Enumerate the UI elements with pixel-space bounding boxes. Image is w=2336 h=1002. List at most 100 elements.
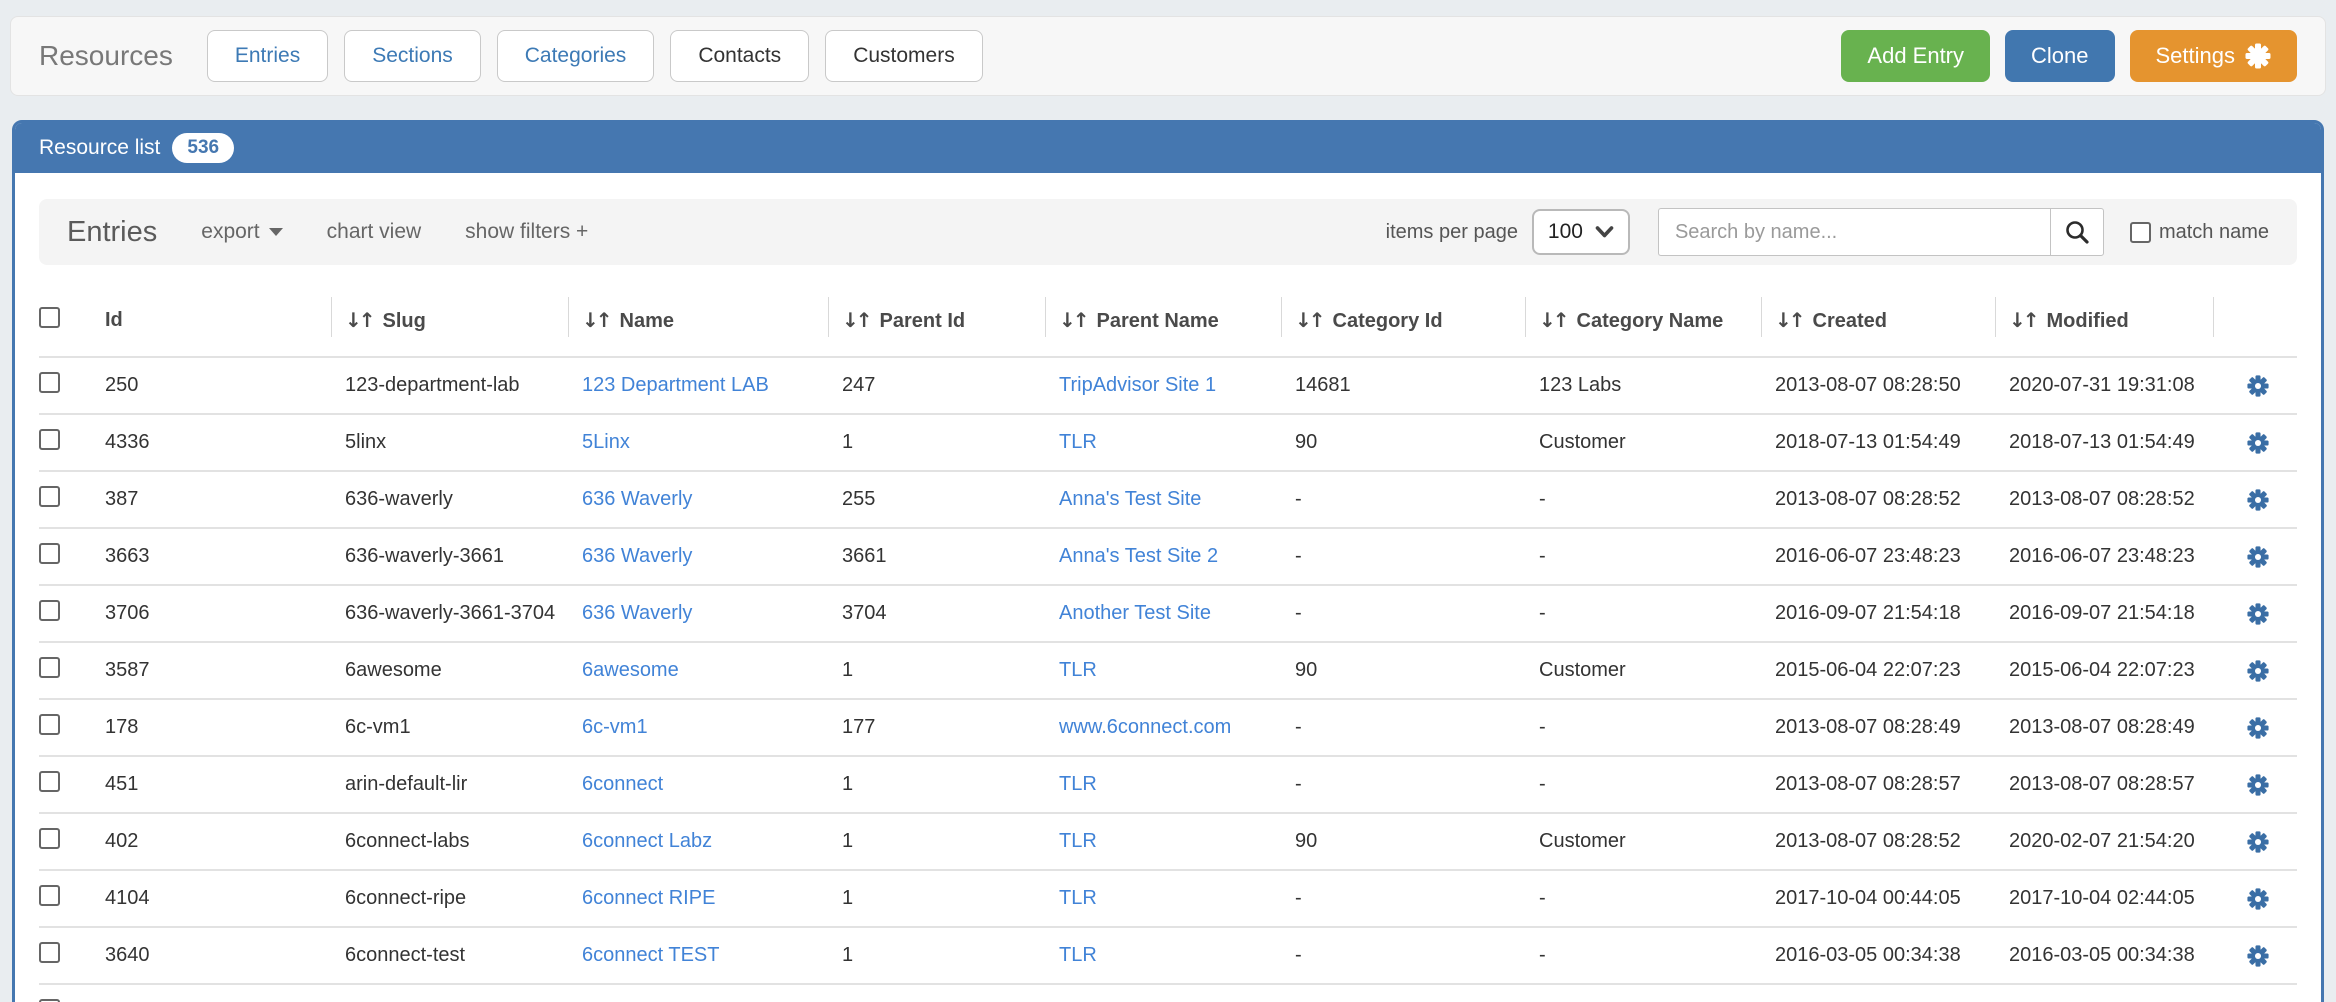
items-per-page-select[interactable]: 100 bbox=[1531, 209, 1630, 255]
cell-id: 4336 bbox=[105, 413, 345, 471]
cell-name: 5Linx bbox=[582, 413, 842, 471]
cell-parent-name: TLR bbox=[1059, 641, 1295, 699]
cell-parent-name: TLR bbox=[1059, 812, 1295, 870]
cell-name: 636 Waverly bbox=[582, 527, 842, 585]
clone-button[interactable]: Clone bbox=[2005, 30, 2115, 82]
table-row: 178 6c-vm1 6c-vm1 177 www.6connect.com - -2013… bbox=[39, 698, 2297, 756]
name-link[interactable]: 636 Waverly bbox=[582, 602, 693, 624]
row-checkbox[interactable] bbox=[39, 543, 60, 564]
column-header-parent-name[interactable]: ↓↑ Parent Name bbox=[1045, 289, 1295, 357]
row-checkbox[interactable] bbox=[39, 999, 60, 1002]
tab-contacts[interactable]: Contacts bbox=[670, 30, 810, 82]
row-checkbox[interactable] bbox=[39, 600, 60, 621]
tab-categories[interactable]: Categories bbox=[496, 30, 655, 82]
chart-view-button[interactable]: chart view bbox=[326, 220, 422, 243]
search-button[interactable] bbox=[2049, 208, 2104, 256]
row-settings-gear-button[interactable] bbox=[2247, 774, 2269, 796]
row-settings-gear-button[interactable] bbox=[2247, 489, 2269, 511]
cell-id: 3706 bbox=[105, 584, 345, 642]
add-entry-button[interactable]: Add Entry bbox=[1841, 30, 1991, 82]
parent-name-link[interactable]: TLR bbox=[1059, 659, 1097, 681]
row-settings-gear-button[interactable] bbox=[2247, 432, 2269, 454]
column-header-category-name[interactable]: ↓↑ Category Name bbox=[1525, 289, 1775, 357]
column-header-name[interactable]: ↓↑ Name bbox=[568, 289, 842, 357]
row-settings-gear-button[interactable] bbox=[2247, 375, 2269, 397]
name-link[interactable]: 6connect RIPE bbox=[582, 887, 716, 909]
name-link[interactable]: 6awesome bbox=[582, 659, 679, 681]
name-link[interactable]: 636 Waverly bbox=[582, 488, 693, 510]
cell-category-id: - bbox=[1295, 755, 1539, 813]
cell-name: 636 Waverly bbox=[582, 584, 842, 642]
cell-created: 2013-08-07 08:28:50 bbox=[1775, 356, 2009, 414]
row-checkbox[interactable] bbox=[39, 657, 60, 678]
name-link[interactable]: 5Linx bbox=[582, 431, 630, 453]
parent-name-link[interactable]: www.6connect.com bbox=[1059, 716, 1232, 738]
row-checkbox[interactable] bbox=[39, 486, 60, 507]
parent-name-link[interactable]: TripAdvisor Site 1 bbox=[1059, 374, 1217, 396]
parent-name-link[interactable]: TLR bbox=[1059, 944, 1097, 966]
row-settings-gear-button[interactable] bbox=[2247, 603, 2269, 625]
cell-category-id: 14681 bbox=[1295, 356, 1539, 414]
column-header-slug[interactable]: ↓↑ Slug bbox=[331, 289, 582, 357]
parent-name-link[interactable]: Anna's Test Site 2 bbox=[1059, 545, 1219, 567]
cell-parent-name: TLR bbox=[1059, 755, 1295, 813]
match-name-checkbox[interactable] bbox=[2129, 221, 2151, 243]
cell-category-name: - bbox=[1539, 698, 1775, 756]
column-header-modified[interactable]: ↓↑ Modified bbox=[1995, 289, 2227, 357]
parent-name-link[interactable]: TLR bbox=[1059, 431, 1097, 453]
row-settings-gear-button[interactable] bbox=[2247, 945, 2269, 967]
parent-name-link[interactable]: Anna's Test Site bbox=[1059, 488, 1202, 510]
cell-category-name: Customer bbox=[1539, 641, 1775, 699]
cell-id: 4104 bbox=[105, 869, 345, 927]
panel-title: Resource list bbox=[39, 136, 161, 159]
show-filters-button[interactable]: show filters + bbox=[465, 220, 589, 243]
column-header-parent-id[interactable]: ↓↑ Parent Id bbox=[828, 289, 1059, 357]
name-link[interactable]: 6connect TEST bbox=[582, 944, 720, 966]
name-link[interactable]: 636 Waverly bbox=[582, 545, 693, 567]
row-checkbox[interactable] bbox=[39, 714, 60, 735]
cell-created: 2016-03-05 00:34:38 bbox=[1775, 926, 2009, 984]
row-settings-gear-button[interactable] bbox=[2247, 717, 2269, 739]
cell-parent-name: Another Test Site bbox=[1059, 584, 1295, 642]
tab-entries[interactable]: Entries bbox=[206, 30, 329, 82]
sort-icon: ↓↑ bbox=[1295, 308, 1325, 332]
parent-name-link[interactable]: TLR bbox=[1059, 773, 1097, 795]
cell-modified: 2013-08-07 08:28:49 bbox=[2009, 698, 2227, 756]
name-link[interactable]: 123 Department LAB bbox=[582, 374, 769, 396]
column-header-category-id[interactable]: ↓↑ Category Id bbox=[1281, 289, 1539, 357]
name-link[interactable]: 6connect Labz bbox=[582, 830, 713, 852]
cell-slug: 6c-vm1 bbox=[345, 698, 582, 756]
tab-sections[interactable]: Sections bbox=[344, 30, 481, 82]
export-menu-button[interactable]: export bbox=[201, 220, 283, 244]
parent-name-link[interactable]: TLR bbox=[1059, 887, 1097, 909]
row-checkbox[interactable] bbox=[39, 372, 60, 393]
row-checkbox[interactable] bbox=[39, 942, 60, 963]
row-checkbox[interactable] bbox=[39, 771, 60, 792]
row-settings-gear-button[interactable] bbox=[2247, 831, 2269, 853]
select-all-checkbox[interactable] bbox=[39, 307, 60, 328]
cell-created: 2014-06-06 04:00:30 bbox=[1775, 983, 2009, 1002]
name-link[interactable]: 6connect bbox=[582, 773, 664, 795]
search-input[interactable] bbox=[1657, 208, 2050, 256]
column-header-created[interactable]: ↓↑ Created bbox=[1761, 289, 2009, 357]
parent-name-link[interactable]: TLR bbox=[1059, 830, 1097, 852]
row-checkbox[interactable] bbox=[39, 429, 60, 450]
cell-modified: 2018-07-13 01:54:49 bbox=[2009, 413, 2227, 471]
row-checkbox[interactable] bbox=[39, 828, 60, 849]
cell-parent-id: 1 bbox=[842, 926, 1059, 984]
cell-modified: 2017-10-04 02:44:05 bbox=[2009, 869, 2227, 927]
cell-category-name: - bbox=[1539, 755, 1775, 813]
sort-icon: ↓↑ bbox=[345, 308, 375, 332]
cell-parent-id: 1 bbox=[842, 413, 1059, 471]
sort-icon: ↓↑ bbox=[842, 308, 872, 332]
parent-name-link[interactable]: Another Test Site bbox=[1059, 602, 1211, 624]
cell-id: 402 bbox=[105, 812, 345, 870]
row-settings-gear-button[interactable] bbox=[2247, 546, 2269, 568]
name-link[interactable]: 6c-vm1 bbox=[582, 716, 648, 738]
cell-created: 2013-08-07 08:28:49 bbox=[1775, 698, 2009, 756]
row-settings-gear-button[interactable] bbox=[2247, 888, 2269, 910]
row-settings-gear-button[interactable] bbox=[2247, 660, 2269, 682]
tab-customers[interactable]: Customers bbox=[825, 30, 983, 82]
row-checkbox[interactable] bbox=[39, 885, 60, 906]
settings-button[interactable]: Settings bbox=[2129, 30, 2297, 82]
